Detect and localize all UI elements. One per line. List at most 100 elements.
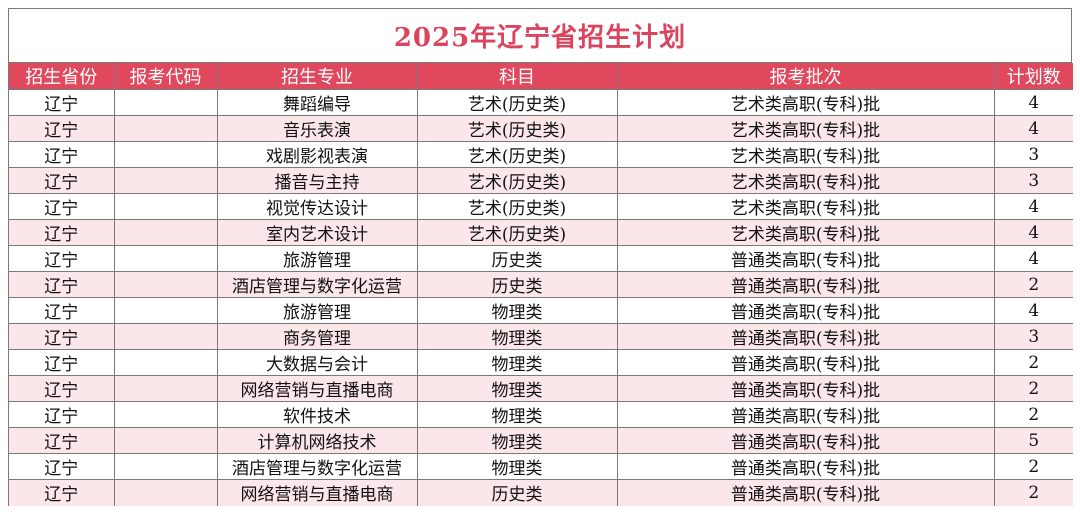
cell-code	[113, 323, 218, 350]
table-row: 辽宁 室内艺术设计 艺术(历史类) 艺术类高职(专科)批 4	[9, 219, 1073, 246]
table-row: 辽宁 酒店管理与数字化运营 物理类 普通类高职(专科)批 2	[9, 453, 1073, 480]
table-row: 辽宁 网络营销与直播电商 物理类 普通类高职(专科)批 2	[9, 375, 1073, 402]
cell-code	[113, 479, 218, 506]
cell-code	[113, 375, 218, 402]
cell-count: 2	[993, 453, 1073, 480]
cell-count: 2	[993, 479, 1073, 506]
cell-province: 辽宁	[9, 297, 115, 324]
table-row: 辽宁 音乐表演 艺术(历史类) 艺术类高职(专科)批 4	[9, 115, 1073, 142]
cell-count: 4	[993, 193, 1073, 220]
cell-major: 大数据与会计	[216, 349, 418, 376]
cell-batch: 艺术类高职(专科)批	[616, 141, 995, 168]
cell-code	[113, 193, 218, 220]
cell-subject: 物理类	[416, 453, 618, 480]
cell-count: 3	[993, 323, 1073, 350]
column-header-batch: 报考批次	[616, 63, 995, 90]
cell-major: 戏剧影视表演	[216, 141, 418, 168]
cell-count: 4	[993, 115, 1073, 142]
cell-subject: 历史类	[416, 245, 618, 272]
cell-count: 2	[993, 271, 1073, 298]
cell-batch: 普通类高职(专科)批	[616, 349, 995, 376]
cell-major: 酒店管理与数字化运营	[216, 271, 418, 298]
cell-batch: 普通类高职(专科)批	[616, 271, 995, 298]
cell-subject: 物理类	[416, 323, 618, 350]
cell-major: 商务管理	[216, 323, 418, 350]
cell-count: 4	[993, 89, 1073, 116]
table-row: 辽宁 舞蹈编导 艺术(历史类) 艺术类高职(专科)批 4	[9, 89, 1073, 116]
enrollment-table: 招生省份 报考代码 招生专业 科目 报考批次 计划数 辽宁 舞蹈编导 艺术(历史类)…	[9, 63, 1073, 506]
cell-major: 舞蹈编导	[216, 89, 418, 116]
title-bar: 2025年辽宁省招生计划	[9, 9, 1071, 63]
cell-batch: 普通类高职(专科)批	[616, 427, 995, 454]
cell-province: 辽宁	[9, 89, 115, 116]
cell-province: 辽宁	[9, 453, 115, 480]
cell-province: 辽宁	[9, 219, 115, 246]
cell-batch: 普通类高职(专科)批	[616, 323, 995, 350]
cell-count: 4	[993, 245, 1073, 272]
cell-batch: 普通类高职(专科)批	[616, 297, 995, 324]
cell-province: 辽宁	[9, 141, 115, 168]
cell-subject: 历史类	[416, 271, 618, 298]
cell-subject: 艺术(历史类)	[416, 89, 618, 116]
cell-province: 辽宁	[9, 271, 115, 298]
cell-batch: 普通类高职(专科)批	[616, 245, 995, 272]
table-row: 辽宁 网络营销与直播电商 历史类 普通类高职(专科)批 2	[9, 479, 1073, 506]
cell-subject: 物理类	[416, 349, 618, 376]
cell-major: 视觉传达设计	[216, 193, 418, 220]
enrollment-plan-sheet: 2025年辽宁省招生计划 招生省份 报考代码 招生专业 科目 报考批次 计划数 …	[8, 8, 1073, 506]
cell-count: 5	[993, 427, 1073, 454]
cell-province: 辽宁	[9, 479, 115, 506]
cell-major: 旅游管理	[216, 297, 418, 324]
cell-province: 辽宁	[9, 427, 115, 454]
table-row: 辽宁 酒店管理与数字化运营 历史类 普通类高职(专科)批 2	[9, 271, 1073, 298]
cell-code	[113, 115, 218, 142]
cell-code	[113, 141, 218, 168]
cell-province: 辽宁	[9, 245, 115, 272]
cell-major: 网络营销与直播电商	[216, 479, 418, 506]
cell-code	[113, 349, 218, 376]
cell-subject: 物理类	[416, 401, 618, 428]
cell-batch: 艺术类高职(专科)批	[616, 115, 995, 142]
cell-major: 室内艺术设计	[216, 219, 418, 246]
cell-code	[113, 453, 218, 480]
cell-province: 辽宁	[9, 375, 115, 402]
cell-batch: 艺术类高职(专科)批	[616, 167, 995, 194]
cell-code	[113, 167, 218, 194]
cell-batch: 艺术类高职(专科)批	[616, 219, 995, 246]
cell-major: 酒店管理与数字化运营	[216, 453, 418, 480]
cell-major: 旅游管理	[216, 245, 418, 272]
column-header-subject: 科目	[416, 63, 618, 90]
cell-count: 3	[993, 141, 1073, 168]
cell-batch: 普通类高职(专科)批	[616, 375, 995, 402]
cell-batch: 艺术类高职(专科)批	[616, 89, 995, 116]
cell-code	[113, 89, 218, 116]
cell-province: 辽宁	[9, 193, 115, 220]
cell-count: 4	[993, 297, 1073, 324]
cell-major: 软件技术	[216, 401, 418, 428]
table-row: 辽宁 旅游管理 物理类 普通类高职(专科)批 4	[9, 297, 1073, 324]
table-body: 辽宁 舞蹈编导 艺术(历史类) 艺术类高职(专科)批 4 辽宁 音乐表演 艺术(历史类) 艺术类…	[9, 89, 1073, 506]
cell-count: 2	[993, 375, 1073, 402]
cell-subject: 艺术(历史类)	[416, 115, 618, 142]
table-row: 辽宁 视觉传达设计 艺术(历史类) 艺术类高职(专科)批 4	[9, 193, 1073, 220]
column-header-major: 招生专业	[216, 63, 418, 90]
cell-major: 播音与主持	[216, 167, 418, 194]
cell-subject: 物理类	[416, 427, 618, 454]
cell-count: 3	[993, 167, 1073, 194]
cell-subject: 艺术(历史类)	[416, 141, 618, 168]
table-row: 辽宁 播音与主持 艺术(历史类) 艺术类高职(专科)批 3	[9, 167, 1073, 194]
table-row: 辽宁 软件技术 物理类 普通类高职(专科)批 2	[9, 401, 1073, 428]
cell-code	[113, 271, 218, 298]
cell-subject: 艺术(历史类)	[416, 193, 618, 220]
table-row: 辽宁 商务管理 物理类 普通类高职(专科)批 3	[9, 323, 1073, 350]
cell-count: 2	[993, 401, 1073, 428]
cell-code	[113, 401, 218, 428]
cell-major: 音乐表演	[216, 115, 418, 142]
column-header-count: 计划数	[993, 63, 1073, 90]
cell-count: 2	[993, 349, 1073, 376]
cell-province: 辽宁	[9, 323, 115, 350]
cell-batch: 普通类高职(专科)批	[616, 453, 995, 480]
cell-count: 4	[993, 219, 1073, 246]
cell-code	[113, 297, 218, 324]
cell-batch: 普通类高职(专科)批	[616, 401, 995, 428]
